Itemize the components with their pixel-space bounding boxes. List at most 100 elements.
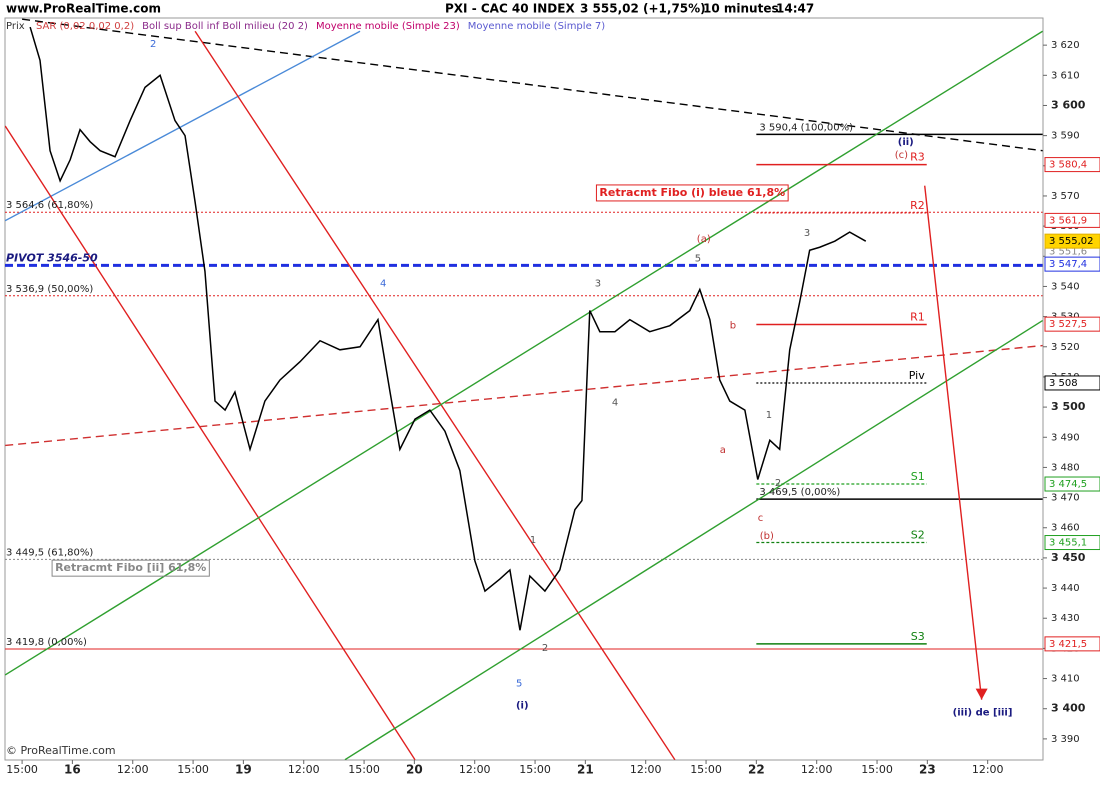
y-tick-label: 3 400 <box>1051 702 1086 715</box>
y-tick-label: 3 460 <box>1051 523 1080 534</box>
y-tick-label: 3 620 <box>1051 40 1080 51</box>
annotation-box <box>595 184 789 202</box>
trend-line <box>22 18 1043 152</box>
y-tick-label: 3 520 <box>1051 342 1080 353</box>
pivot-label: R1 <box>910 310 925 323</box>
y-tick-label: 3 480 <box>1051 462 1080 473</box>
annotation: (c) <box>895 150 908 161</box>
annotation: 5 <box>695 254 701 265</box>
y-tick-label: 3 470 <box>1051 493 1080 504</box>
fibo-label: PIVOT 3546-50 <box>6 251 98 264</box>
annotation: Retracmt Fibo [ii] 61,8% <box>55 561 206 574</box>
annotation: (i) <box>516 701 529 712</box>
x-tick-label: 21 <box>577 763 594 777</box>
y-tick-label: 3 500 <box>1051 400 1086 413</box>
x-tick-label: 15:00 <box>348 763 380 776</box>
x-tick-label: 15:00 <box>177 763 209 776</box>
pivot-label: S1 <box>911 470 925 483</box>
time: 14:47 <box>776 2 814 16</box>
x-tick-label: 19 <box>235 763 252 777</box>
x-tick-label: 22 <box>748 763 765 777</box>
x-tick-label: 12:00 <box>801 763 833 776</box>
axis-box-label: 3 474,5 <box>1049 479 1087 490</box>
trend-line <box>5 125 416 760</box>
axis-box <box>1044 375 1100 391</box>
legend-entry: Prix <box>6 21 25 32</box>
trend-line <box>5 344 1043 447</box>
annotation: 1 <box>530 535 536 546</box>
annotation: (iii) de [iii] <box>953 708 1013 719</box>
axis-box <box>1044 316 1100 332</box>
fibo-label: 3 536,9 (50,00%) <box>6 284 93 295</box>
y-tick-label: 3 450 <box>1051 551 1086 564</box>
annotation: 5 <box>516 679 522 690</box>
axis-box <box>1044 636 1100 652</box>
y-tick-label: 3 440 <box>1051 583 1080 594</box>
axis-box <box>1044 256 1100 272</box>
annotation: c <box>758 513 764 524</box>
y-tick-label: 3 540 <box>1051 281 1080 292</box>
annotation: 2 <box>150 39 156 50</box>
x-tick-label: 20 <box>406 763 423 777</box>
trend-line <box>344 319 1043 760</box>
price-line <box>29 26 867 631</box>
annotation: (b) <box>760 531 774 542</box>
axis-box <box>1044 476 1100 492</box>
fibo-label: 3 564,6 (61,80%) <box>6 200 93 211</box>
axis-box-label: 3 455,1 <box>1049 538 1087 549</box>
axis-box <box>1044 233 1100 249</box>
annotation: (a) <box>697 234 711 245</box>
arrow-head <box>975 688 988 700</box>
axis-box-label: 3 527,5 <box>1049 319 1087 330</box>
x-tick-label: 12:00 <box>459 763 491 776</box>
annotation: 2 <box>542 643 548 654</box>
fibo-label: 3 449,5 (61,80%) <box>6 547 93 558</box>
site: www.ProRealTime.com <box>6 2 161 16</box>
x-tick-label: 12:00 <box>972 763 1004 776</box>
annotation: a <box>720 445 726 456</box>
axis-box <box>1044 212 1100 228</box>
annotation: (ii) <box>898 137 914 148</box>
pivot-label: R3 <box>910 151 925 164</box>
pivot-label: S2 <box>911 529 925 542</box>
x-tick-label: 23 <box>919 763 936 777</box>
legend-entry: Moyenne mobile (Simple 23) <box>316 21 460 32</box>
plot <box>5 18 1043 760</box>
overlay: Prix SAR (0,02 0,02 0,2) Boll sup Boll inf… <box>6 21 1100 777</box>
y-tick-label: 3 610 <box>1051 70 1080 81</box>
y-tick-label: 3 430 <box>1051 613 1080 624</box>
trend-line <box>924 185 983 700</box>
axis-box <box>1044 157 1100 173</box>
annotation: 3 <box>595 278 601 289</box>
pivot-label: Piv <box>909 369 925 382</box>
x-tick-label: 12:00 <box>630 763 662 776</box>
pivot-label: S3 <box>911 630 925 643</box>
axis-box-label: 3 551,6 <box>1049 246 1087 257</box>
y-tick-label: 3 600 <box>1051 98 1086 111</box>
x-tick-label: 15:00 <box>519 763 551 776</box>
x-tick-label: 12:00 <box>117 763 149 776</box>
period: 10 minutes <box>703 2 779 16</box>
annotation: 4 <box>612 397 618 408</box>
trend-line <box>194 30 676 760</box>
x-tick-label: 15:00 <box>6 763 38 776</box>
trend-line <box>5 30 361 222</box>
axis-box-label: 3 508 <box>1049 378 1078 389</box>
annotation: Retracmt Fibo (i) bleue 61,8% <box>599 186 785 199</box>
x-tick-label: 15:00 <box>690 763 722 776</box>
plot-frame <box>4 17 1044 761</box>
pivot-label: R2 <box>910 199 925 212</box>
y-tick-label: 3 490 <box>1051 432 1080 443</box>
x-tick-label: 12:00 <box>288 763 320 776</box>
fibo-label: 3 419,8 (0,00%) <box>6 637 87 648</box>
legend-entry: SAR (0,02 0,02 0,2) <box>36 21 134 32</box>
x-tick-label: 15:00 <box>861 763 893 776</box>
legend-entry: Moyenne mobile (Simple 7) <box>468 21 606 32</box>
annotation: 1 <box>766 410 772 421</box>
axis-box <box>1044 535 1100 551</box>
footer: © ProRealTime.com <box>6 744 116 757</box>
fibo-label: 3 469,5 (0,00%) <box>759 487 840 498</box>
fibo-label: 3 590,4 (100,00%) <box>759 122 853 133</box>
